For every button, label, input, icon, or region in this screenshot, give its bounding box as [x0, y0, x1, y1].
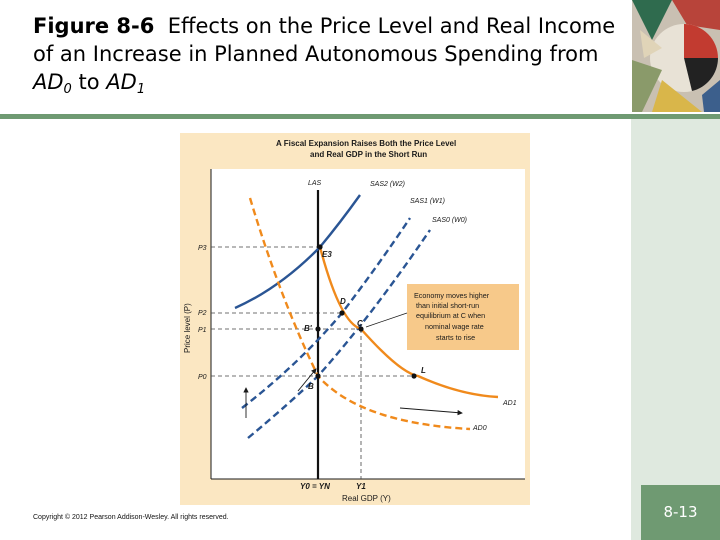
sas0-label: SAS0 (W0)	[432, 217, 467, 224]
annotation-line-3: equilibrium at C when	[416, 311, 485, 320]
y-tick-p2: P2	[198, 310, 207, 317]
point-l	[411, 373, 417, 379]
sas0-curve	[247, 229, 431, 439]
point-e3	[317, 244, 323, 250]
las-label: LAS	[308, 180, 322, 187]
sas2-label: SAS2 (W2)	[370, 181, 405, 188]
annotation-pointer	[365, 312, 408, 328]
right-sidebar-band	[631, 119, 720, 540]
ad1-label: AD1	[502, 400, 517, 407]
y-tick-p1: P1	[198, 327, 207, 334]
annotation-line-1: Economy moves higher	[414, 291, 490, 300]
sas1-label: SAS1 (W1)	[410, 198, 445, 205]
label-c: C	[357, 319, 363, 328]
y-tick-p0: P0	[198, 374, 207, 381]
annotation-line-4: nominal wage rate	[425, 322, 484, 331]
label-d: D	[340, 297, 346, 306]
header-divider	[0, 114, 720, 119]
point-b	[315, 373, 321, 379]
point-c	[358, 326, 364, 332]
page-number: 8-13	[641, 485, 720, 540]
label-e3: E3	[322, 250, 332, 259]
annotation-line-5: starts to rise	[436, 333, 475, 342]
label-l: L	[421, 366, 426, 375]
x-axis-title: Real GDP (Y)	[342, 494, 391, 503]
ad-as-diagram: A Fiscal Expansion Raises Both the Price…	[180, 133, 530, 505]
point-b-prime	[315, 326, 321, 332]
diagram-title-line1: A Fiscal Expansion Raises Both the Price…	[276, 139, 456, 148]
label-b: B	[308, 382, 314, 391]
slide-title: Figure 8-6 Effects on the Price Level an…	[33, 12, 623, 96]
x-tick-y1: Y1	[356, 482, 366, 491]
decorative-art-image	[632, 0, 720, 112]
annotation-line-2: than initial short-run	[416, 301, 479, 310]
label-b-prime: B'	[304, 324, 313, 333]
ad1-curve	[318, 246, 499, 399]
ad-shift-arrow	[399, 407, 463, 416]
copyright-text: Copyright © 2012 Pearson Addison-Wesley.…	[33, 514, 229, 521]
figure-label: Figure 8-6	[33, 14, 155, 38]
title-ad1: AD1	[106, 70, 146, 97]
title-text: Effects on the Price Level and Real Inco…	[33, 14, 616, 66]
ad0-label: AD0	[472, 425, 487, 432]
y-tick-p3: P3	[198, 245, 207, 252]
y-axis-title: Price level (P)	[183, 303, 192, 353]
sas-shift-arrow	[297, 368, 317, 392]
point-d	[339, 310, 345, 316]
x-tick-y0: Y0 = YN	[300, 482, 330, 491]
title-to: to	[78, 70, 100, 94]
diagram-title-line2: and Real GDP in the Short Run	[310, 150, 427, 159]
title-ad0: AD0	[33, 70, 72, 97]
annotation-box	[407, 284, 519, 350]
